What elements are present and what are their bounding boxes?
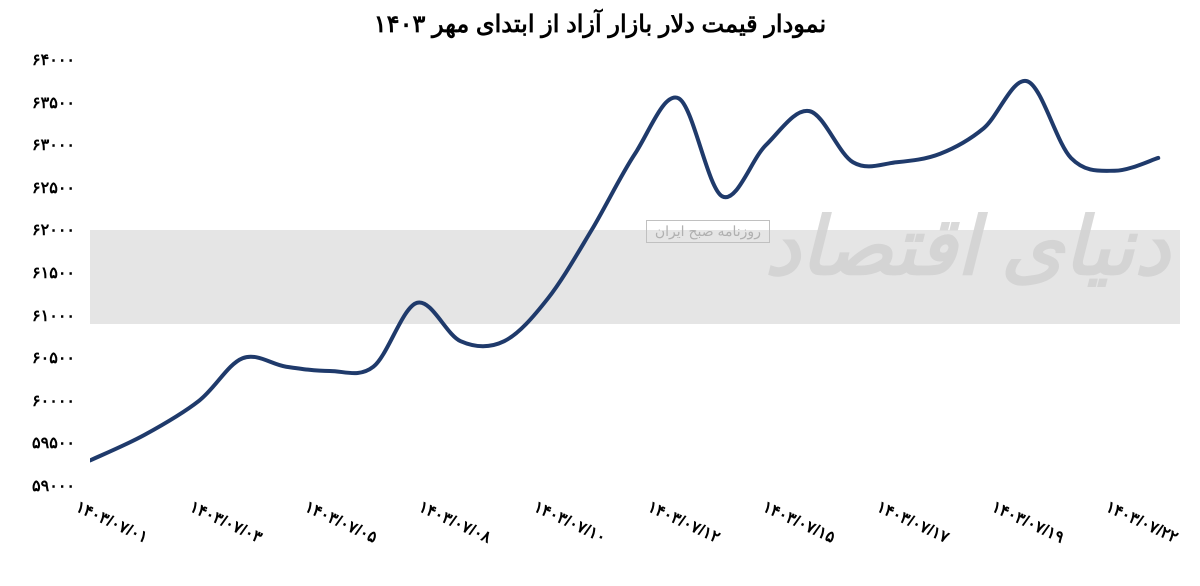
x-tick-label: ۱۴۰۳/۰۷/۰۳ <box>187 497 266 548</box>
y-tick-label: ۵۹۰۰۰ <box>32 476 75 496</box>
chart-title: نمودار قیمت دلار بازار آزاد از ابتدای مه… <box>0 10 1200 39</box>
chart-container: نمودار قیمت دلار بازار آزاد از ابتدای مه… <box>0 0 1200 586</box>
x-tick-label: ۱۴۰۳/۰۷/۱۵ <box>759 497 838 548</box>
y-tick-label: ۶۳۵۰۰ <box>32 93 75 113</box>
line-chart-svg <box>90 60 1180 486</box>
y-tick-label: ۵۹۵۰۰ <box>32 433 75 453</box>
x-tick-label: ۱۴۰۳/۰۷/۰۵ <box>301 497 380 548</box>
y-tick-label: ۶۳۰۰۰ <box>32 135 75 155</box>
y-tick-label: ۶۱۵۰۰ <box>32 263 75 283</box>
x-tick-label: ۱۴۰۳/۰۷/۱۲ <box>645 497 724 548</box>
y-tick-label: ۶۱۰۰۰ <box>32 306 75 326</box>
y-tick-label: ۶۴۰۰۰ <box>32 50 75 70</box>
y-tick-label: ۶۰۰۰۰ <box>32 391 75 411</box>
y-tick-label: ۶۲۵۰۰ <box>32 178 75 198</box>
price-line <box>90 81 1158 461</box>
y-tick-label: ۶۰۵۰۰ <box>32 348 75 368</box>
x-axis: ۱۴۰۳/۰۷/۰۱۱۴۰۳/۰۷/۰۳۱۴۰۳/۰۷/۰۵۱۴۰۳/۰۷/۰۸… <box>90 491 1180 586</box>
x-tick-label: ۱۴۰۳/۰۷/۱۷ <box>874 497 953 548</box>
x-tick-label: ۱۴۰۳/۰۷/۱۰ <box>530 497 609 548</box>
x-tick-label: ۱۴۰۳/۰۷/۰۱ <box>72 497 151 548</box>
x-tick-label: ۱۴۰۳/۰۷/۱۹ <box>988 497 1067 548</box>
plot-area: دنیای اقتصاد روزنامه صبح ایران <box>90 60 1180 486</box>
y-tick-label: ۶۲۰۰۰ <box>32 220 75 240</box>
x-tick-label: ۱۴۰۳/۰۷/۰۸ <box>416 497 495 548</box>
x-tick-label: ۱۴۰۳/۰۷/۲۲ <box>1103 497 1182 548</box>
y-axis: ۵۹۰۰۰۵۹۵۰۰۶۰۰۰۰۶۰۵۰۰۶۱۰۰۰۶۱۵۰۰۶۲۰۰۰۶۲۵۰۰… <box>0 60 85 486</box>
